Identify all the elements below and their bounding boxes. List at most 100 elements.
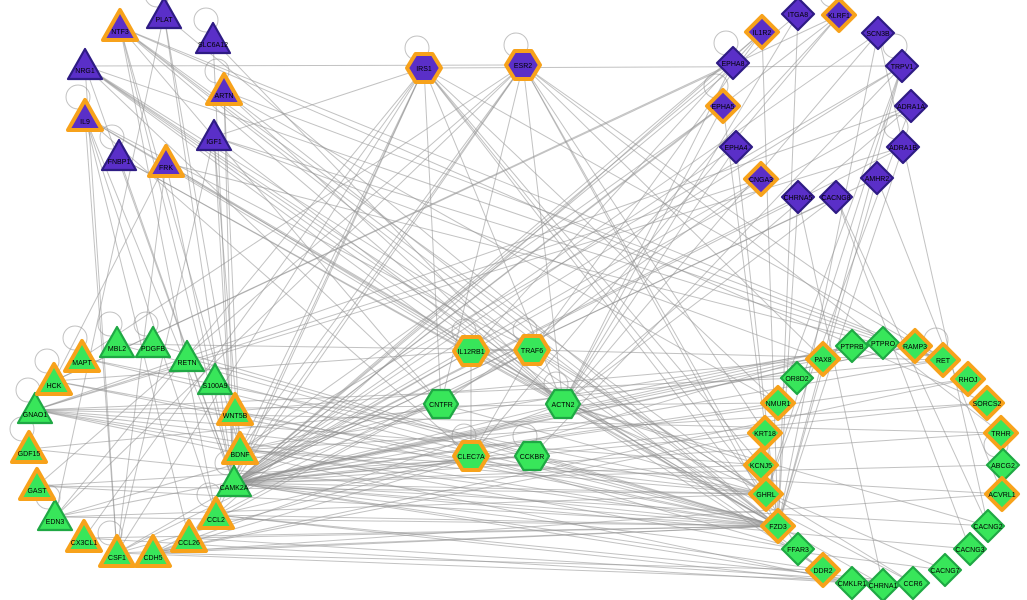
edge-CACNG8-CACNG3[interactable] bbox=[835, 196, 971, 550]
edge-GHRL-MAPT[interactable] bbox=[81, 357, 767, 495]
edge-SORCS2-BDNF[interactable] bbox=[239, 402, 988, 451]
edge-IL9-CAMK2A[interactable] bbox=[84, 116, 235, 484]
node-RAMP3[interactable]: RAMP3 bbox=[897, 328, 933, 364]
edge-ESR2-GHRL[interactable] bbox=[522, 64, 767, 495]
node-GDF15[interactable]: GDF15 bbox=[10, 430, 48, 464]
edge-IL1R2-IL12RB1[interactable] bbox=[470, 31, 763, 352]
edge-FZD3-BDNF[interactable] bbox=[239, 449, 779, 527]
edge-GHRL-GNAO1[interactable] bbox=[34, 409, 767, 495]
edge-TRAF6-RET[interactable] bbox=[531, 349, 944, 361]
node-KRT18[interactable]: KRT18 bbox=[747, 415, 783, 451]
node-ITGA8[interactable]: ITGA8 bbox=[780, 0, 816, 32]
node-NTF3[interactable]: NTF3 bbox=[101, 8, 139, 42]
edge-IL1R2-TRAF6[interactable] bbox=[531, 31, 763, 351]
node-MAPT[interactable]: MAPT bbox=[63, 339, 101, 373]
edge-NMUR1-CAMK2A[interactable] bbox=[233, 402, 779, 484]
edge-RET-CAMK2A[interactable] bbox=[233, 359, 944, 484]
edge-IL1R2-FZD3[interactable] bbox=[761, 31, 779, 527]
node-EPHA5[interactable]: EPHA5 bbox=[705, 88, 741, 124]
edge-FRK-RET[interactable] bbox=[165, 162, 944, 361]
edge-CNGA3-CAMK2A[interactable] bbox=[233, 178, 762, 484]
node-ACVRL1[interactable]: ACVRL1 bbox=[984, 476, 1020, 512]
edge-CHRNA5-CHRNA1[interactable] bbox=[797, 196, 884, 586]
node-PDGFB[interactable]: PDGFB bbox=[134, 325, 172, 359]
node-IRS1[interactable]: IRS1 bbox=[405, 52, 443, 84]
edge-OR8D2-GNAO1[interactable] bbox=[34, 377, 798, 411]
edge-ABCG2-CAMK2A[interactable] bbox=[233, 464, 1004, 484]
node-CACNG7[interactable]: CACNG7 bbox=[927, 552, 963, 588]
node-SCN3B[interactable]: SCN3B bbox=[860, 15, 896, 51]
edge-NRG1-RET[interactable] bbox=[84, 65, 944, 361]
edge-IL9-IL12RB1[interactable] bbox=[84, 116, 472, 352]
edge-SCN3B-CAMK2A[interactable] bbox=[233, 32, 879, 484]
edge-IL1R2-CAMK2A[interactable] bbox=[233, 31, 763, 484]
edge-TRAF6-CSF1[interactable] bbox=[116, 349, 533, 554]
edge-GHRL-EDN3[interactable] bbox=[54, 493, 767, 518]
edge-TRPV1-GHRL[interactable] bbox=[765, 65, 903, 495]
edge-EPHA8-ACTN2[interactable] bbox=[562, 62, 734, 405]
edge-CCR6-CSF1[interactable] bbox=[116, 552, 914, 584]
edge-PLAT-EDN3[interactable] bbox=[54, 14, 165, 518]
edge-ACTN2-CHRNA1[interactable] bbox=[562, 403, 884, 586]
edge-ITGA8-CAMK2A[interactable] bbox=[233, 13, 799, 484]
edge-GHRL-CAMK2A[interactable] bbox=[233, 482, 767, 495]
edge-CACNG2-CAMK2A[interactable] bbox=[233, 482, 989, 527]
self-loop-PLAT[interactable] bbox=[145, 0, 169, 8]
edge-ACTN2-CACNG7[interactable] bbox=[562, 403, 946, 571]
edge-FZD3-CAMK2A[interactable] bbox=[233, 482, 779, 527]
edge-PTPRB-CAMK2A[interactable] bbox=[233, 345, 853, 484]
edge-EPHA4-ACTN2[interactable] bbox=[562, 146, 737, 405]
edge-FZD3-S100A9[interactable] bbox=[214, 380, 779, 527]
edge-EPHA8-CAMK2A[interactable] bbox=[233, 62, 734, 484]
edge-SCN3B-ACTN2[interactable] bbox=[562, 32, 879, 405]
edge-FZD3-GNAO1[interactable] bbox=[34, 409, 779, 527]
node-CCR6[interactable]: CCR6 bbox=[895, 565, 931, 600]
edge-GHRL-GAST[interactable] bbox=[36, 485, 767, 495]
edge-IL9-CCL26[interactable] bbox=[84, 116, 190, 539]
edge-ADRA1B-FZD3[interactable] bbox=[777, 146, 904, 527]
node-CACNG2[interactable]: CACNG2 bbox=[970, 508, 1006, 544]
edge-RHOJ-CAMK2A[interactable] bbox=[233, 378, 969, 484]
edge-CNTFR-BDNF[interactable] bbox=[239, 403, 442, 451]
edge-EPHA5-CAMK2A[interactable] bbox=[233, 105, 724, 484]
edge-KLRF1-CLEC7A[interactable] bbox=[470, 14, 840, 457]
edge-PLAT-BDNF[interactable] bbox=[163, 14, 241, 451]
edge-IRS1-CX3CL1[interactable] bbox=[83, 67, 425, 539]
node-MBL2[interactable]: MBL2 bbox=[98, 325, 136, 359]
edge-DDR2-CAMK2A[interactable] bbox=[233, 482, 824, 571]
edge-ADRA1A-CAMK2A[interactable] bbox=[233, 105, 912, 484]
edge-ARTN-ACTN2[interactable] bbox=[223, 90, 564, 405]
edge-IRS1-CNTFR[interactable] bbox=[423, 67, 442, 405]
edge-FRK-HCK[interactable] bbox=[53, 162, 167, 382]
edge-KRT18-CDH5[interactable] bbox=[152, 432, 766, 554]
node-CX3CL1[interactable]: CX3CL1 bbox=[65, 519, 103, 553]
edge-CACNG8-ACTN2[interactable] bbox=[562, 196, 837, 405]
self-loop-PDGFB[interactable] bbox=[133, 311, 159, 337]
edge-ESR2-TRHR[interactable] bbox=[522, 64, 1002, 434]
edge-EPHA4-CAMK2A[interactable] bbox=[233, 146, 737, 484]
edge-CCKBR-GHRL[interactable] bbox=[531, 455, 767, 495]
edge-KLRF1-TRAF6[interactable] bbox=[531, 14, 840, 351]
edge-IRS1-TRPV1[interactable] bbox=[423, 65, 903, 69]
edge-IL12RB1-HCK[interactable] bbox=[53, 350, 472, 382]
edge-SCN3B-FZD3[interactable] bbox=[777, 32, 879, 527]
edge-ARTN-NMUR1[interactable] bbox=[223, 90, 779, 404]
node-ESR2[interactable]: ESR2 bbox=[504, 49, 542, 81]
node-CLEC7A[interactable]: CLEC7A bbox=[452, 440, 490, 472]
edge-CHRNA1-CAMK2A[interactable] bbox=[233, 482, 884, 586]
edge-IL12RB1-CSF1[interactable] bbox=[116, 350, 472, 554]
edge-ITGA8-FZD3[interactable] bbox=[777, 13, 799, 527]
edge-CHRNA5-FZD3[interactable] bbox=[777, 196, 799, 527]
edge-ESR2-NRG1[interactable] bbox=[84, 64, 524, 67]
node-TRAF6[interactable]: TRAF6 bbox=[513, 334, 551, 366]
node-RET[interactable]: RET bbox=[925, 342, 961, 378]
node-TRHR[interactable]: TRHR bbox=[983, 415, 1019, 451]
edge-ESR2-BDNF[interactable] bbox=[239, 64, 524, 451]
edge-FZD3-CDH5[interactable] bbox=[152, 525, 779, 554]
edge-FNBP1-FZD3[interactable] bbox=[118, 156, 779, 527]
edge-FNBP1-CAMK2A[interactable] bbox=[118, 156, 235, 484]
node-IL12RB1[interactable]: IL12RB1 bbox=[452, 335, 490, 367]
node-NRG1[interactable]: NRG1 bbox=[66, 47, 104, 81]
edge-CLEC7A-FFAR3[interactable] bbox=[470, 455, 799, 550]
